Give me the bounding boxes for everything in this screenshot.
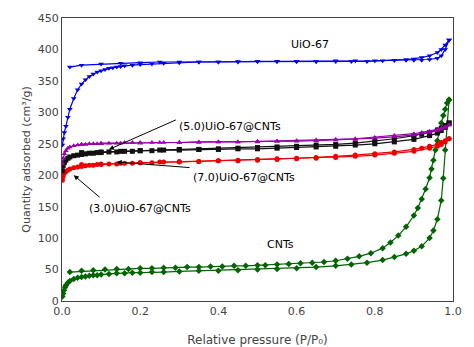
svg-text:0.6: 0.6 (288, 305, 306, 318)
svg-text:Relative pressure (P/P₀): Relative pressure (P/P₀) (187, 333, 328, 347)
svg-text:(3.0)UiO-67@CNTs: (3.0)UiO-67@CNTs (89, 202, 191, 215)
svg-text:100: 100 (38, 232, 59, 245)
svg-text:400: 400 (38, 43, 59, 56)
svg-text:(5.0)UiO-67@CNTs: (5.0)UiO-67@CNTs (179, 120, 281, 133)
svg-text:Quantity adsorbed (cm³/g): Quantity adsorbed (cm³/g) (20, 86, 33, 232)
svg-text:(7.0)UiO-67@CNTs: (7.0)UiO-67@CNTs (193, 171, 295, 184)
svg-text:1.0: 1.0 (444, 305, 462, 318)
svg-text:200: 200 (38, 169, 59, 182)
svg-text:0.4: 0.4 (210, 305, 228, 318)
svg-text:300: 300 (38, 106, 59, 119)
svg-text:CNTs: CNTs (267, 238, 294, 251)
svg-text:0.0: 0.0 (53, 305, 71, 318)
svg-text:UiO-67: UiO-67 (291, 38, 329, 51)
svg-text:150: 150 (38, 201, 59, 214)
svg-text:0.2: 0.2 (131, 305, 149, 318)
svg-text:0: 0 (52, 295, 59, 308)
svg-text:0.8: 0.8 (366, 305, 384, 318)
svg-text:350: 350 (38, 75, 59, 88)
svg-text:250: 250 (38, 138, 59, 151)
svg-text:50: 50 (45, 263, 59, 276)
svg-text:450: 450 (38, 12, 59, 25)
